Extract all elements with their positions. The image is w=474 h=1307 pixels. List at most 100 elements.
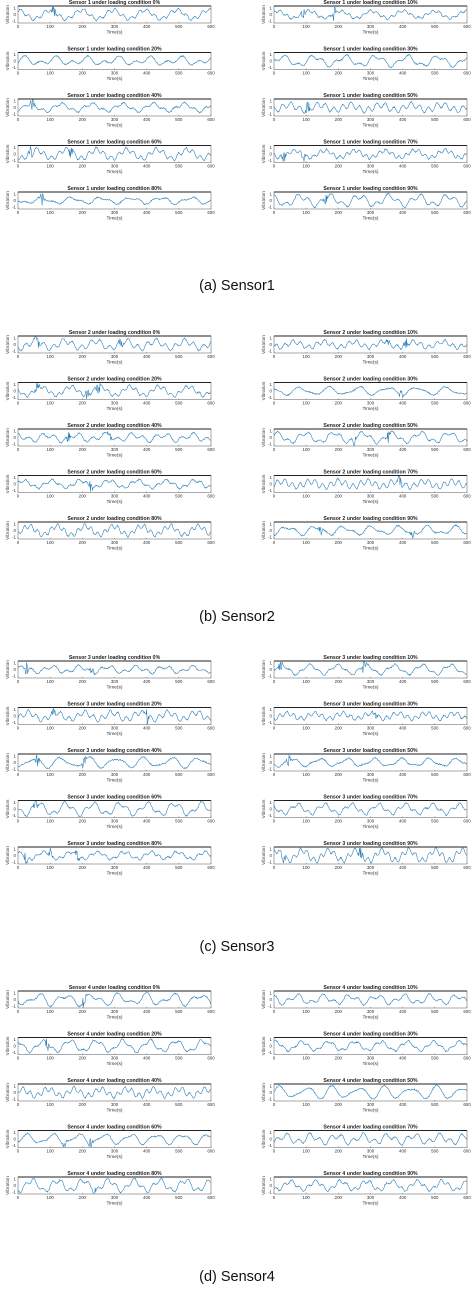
subplot: Sensor 1 under loading condition 50% Vibr… [261, 93, 471, 129]
x-tick-label: 400 [143, 71, 151, 76]
y-tick-label: 1 [270, 475, 273, 480]
subplot-title: Sensor 1 under loading condition 50% [323, 93, 418, 99]
y-axis-label: Vibration [5, 191, 11, 210]
vibration-series-line [17, 430, 212, 444]
y-axis-label: Vibration [261, 5, 267, 24]
y-tick-label: 0 [14, 667, 17, 672]
subplot-title: Sensor 1 under loading condition 20% [67, 47, 162, 53]
vibration-series-line [273, 524, 468, 539]
x-tick-label: 200 [335, 401, 343, 406]
x-tick-label: 100 [303, 679, 311, 684]
vibration-series-line [17, 99, 212, 114]
x-tick-label: 600 [463, 1056, 471, 1061]
x-axis-label: Time(s) [362, 406, 378, 412]
y-tick-label: -1 [12, 395, 16, 400]
subplot-title: Sensor 2 under loading condition 90% [323, 516, 418, 522]
y-axis-label: Vibration [5, 5, 11, 24]
x-tick-label: 200 [79, 679, 87, 684]
y-tick-label: 1 [14, 475, 17, 480]
subplot-title: Sensor 4 under loading condition 50% [323, 1078, 418, 1084]
y-tick-label: 1 [270, 1130, 273, 1135]
y-tick-label: 0 [14, 59, 17, 64]
x-tick-label: 100 [47, 772, 55, 777]
subplot-title: Sensor 4 under loading condition 20% [67, 1032, 162, 1038]
subplot-title: Sensor 3 under loading condition 80% [67, 841, 162, 847]
x-tick-label: 500 [431, 540, 439, 545]
y-tick-label: 0 [14, 435, 17, 440]
y-tick-label: 1 [270, 754, 273, 759]
y-tick-label: 0 [14, 482, 17, 487]
x-tick-label: 100 [47, 24, 55, 29]
x-tick-label: 400 [399, 819, 407, 824]
x-tick-label: 600 [463, 1195, 471, 1200]
y-axis-label: Vibration [261, 1129, 267, 1148]
y-axis-label: Vibration [5, 753, 11, 772]
x-tick-label: 100 [47, 1009, 55, 1014]
x-tick-label: 400 [399, 772, 407, 777]
subplot: Sensor 1 under loading condition 70% Vibr… [261, 140, 471, 176]
subplot-title: Sensor 2 under loading condition 30% [323, 377, 418, 383]
y-axis-label: Vibration [5, 428, 11, 447]
x-tick-label: 0 [273, 1195, 276, 1200]
vibration-series-line [273, 476, 468, 491]
y-tick-label: -1 [268, 860, 272, 865]
x-tick-label: 0 [273, 1149, 276, 1154]
x-tick-label: 300 [367, 1009, 375, 1014]
x-tick-label: 600 [207, 354, 215, 359]
x-tick-label: 500 [175, 865, 183, 870]
vibration-series-line [273, 147, 468, 162]
subplot: Sensor 3 under loading condition 10% Vibr… [261, 655, 471, 691]
subplot: Sensor 2 under loading condition 80% Vibr… [5, 516, 215, 552]
x-tick-label: 200 [79, 354, 87, 359]
x-tick-label: 100 [303, 71, 311, 76]
y-axis-label: Vibration [261, 990, 267, 1009]
x-tick-label: 500 [175, 354, 183, 359]
y-tick-label: -1 [268, 19, 272, 24]
x-axis-label: Time(s) [362, 1061, 378, 1067]
x-tick-label: 200 [335, 117, 343, 122]
x-tick-label: 400 [399, 494, 407, 499]
subplot-title: Sensor 1 under loading condition 90% [323, 186, 418, 192]
x-tick-label: 100 [47, 447, 55, 452]
y-axis-label: Vibration [5, 799, 11, 818]
y-tick-label: 0 [14, 342, 17, 347]
x-tick-label: 500 [431, 354, 439, 359]
x-tick-label: 100 [303, 1149, 311, 1154]
x-tick-label: 600 [463, 865, 471, 870]
y-tick-label: 1 [270, 1177, 273, 1182]
x-tick-label: 300 [111, 679, 119, 684]
vibration-series-line [273, 100, 468, 114]
x-tick-label: 300 [111, 772, 119, 777]
x-tick-label: 200 [335, 540, 343, 545]
x-tick-label: 300 [367, 71, 375, 76]
x-axis-label: Time(s) [106, 685, 122, 691]
x-tick-label: 200 [335, 71, 343, 76]
x-tick-label: 100 [47, 1149, 55, 1154]
subplot-title: Sensor 1 under loading condition 70% [323, 140, 418, 146]
x-tick-label: 300 [111, 865, 119, 870]
subplot-title: Sensor 2 under loading condition 10% [323, 330, 418, 336]
y-tick-label: -1 [268, 395, 272, 400]
x-tick-label: 400 [143, 447, 151, 452]
x-tick-label: 0 [17, 354, 20, 359]
y-tick-label: 1 [14, 847, 17, 852]
sensor-blocks: Sensor 1 under loading condition 0% Vibra… [5, 0, 471, 1285]
x-tick-label: 200 [335, 354, 343, 359]
y-tick-label: -1 [268, 205, 272, 210]
subplot-title: Sensor 3 under loading condition 10% [323, 655, 418, 661]
subplot-title: Sensor 4 under loading condition 90% [323, 1171, 418, 1177]
y-tick-label: 1 [270, 991, 273, 996]
subplot: Sensor 3 under loading condition 70% Vibr… [261, 795, 471, 831]
x-tick-label: 500 [175, 679, 183, 684]
x-tick-label: 200 [335, 164, 343, 169]
y-tick-label: 1 [270, 336, 273, 341]
x-tick-label: 600 [463, 354, 471, 359]
subplot-title: Sensor 3 under loading condition 50% [323, 748, 418, 754]
vibration-series-line [17, 991, 212, 1008]
subplot: Sensor 2 under loading condition 90% Vibr… [261, 516, 471, 552]
y-tick-label: 0 [14, 12, 17, 17]
x-axis-label: Time(s) [362, 453, 378, 459]
x-tick-label: 300 [111, 1102, 119, 1107]
y-tick-label: 0 [14, 760, 17, 765]
x-tick-label: 600 [463, 401, 471, 406]
